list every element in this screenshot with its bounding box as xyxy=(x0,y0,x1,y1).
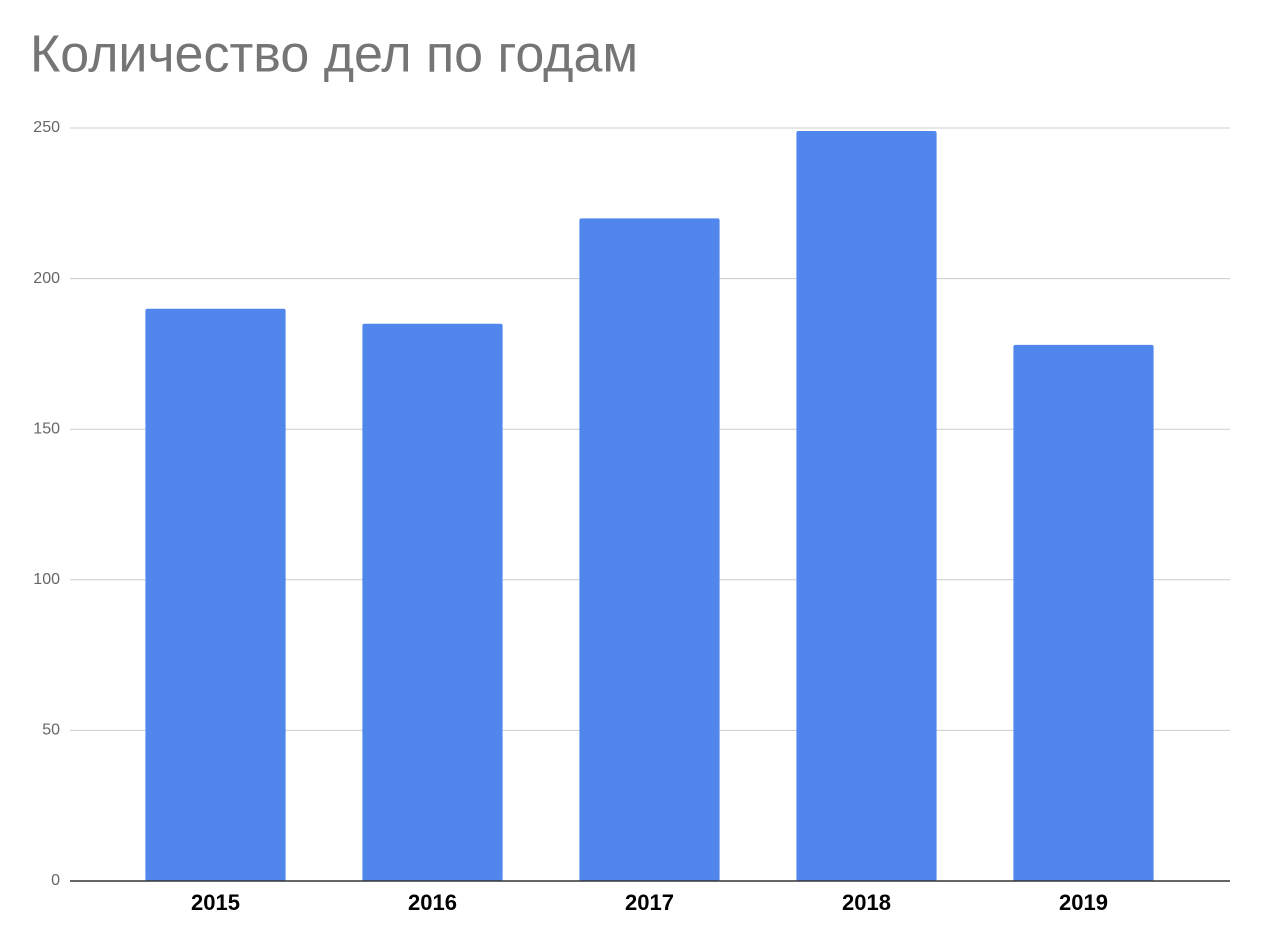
bar xyxy=(1013,344,1154,881)
y-tick-label: 100 xyxy=(33,571,60,588)
y-tick-label: 250 xyxy=(33,119,60,136)
y-tick-label: 150 xyxy=(33,420,60,437)
x-tick-label: 2015 xyxy=(191,890,240,915)
x-tick-label: 2019 xyxy=(1059,890,1108,915)
x-tick-label: 2016 xyxy=(408,890,457,915)
bar xyxy=(362,323,503,881)
x-tick-label: 2017 xyxy=(625,890,674,915)
x-tick-label: 2018 xyxy=(842,890,891,915)
bar xyxy=(145,308,286,882)
bar xyxy=(796,131,937,882)
chart-title: Количество дел по годам xyxy=(30,26,638,84)
y-tick-label: 50 xyxy=(42,722,60,739)
y-tick-label: 200 xyxy=(33,270,60,287)
bar xyxy=(579,218,720,882)
y-tick-label: 0 xyxy=(51,872,60,889)
